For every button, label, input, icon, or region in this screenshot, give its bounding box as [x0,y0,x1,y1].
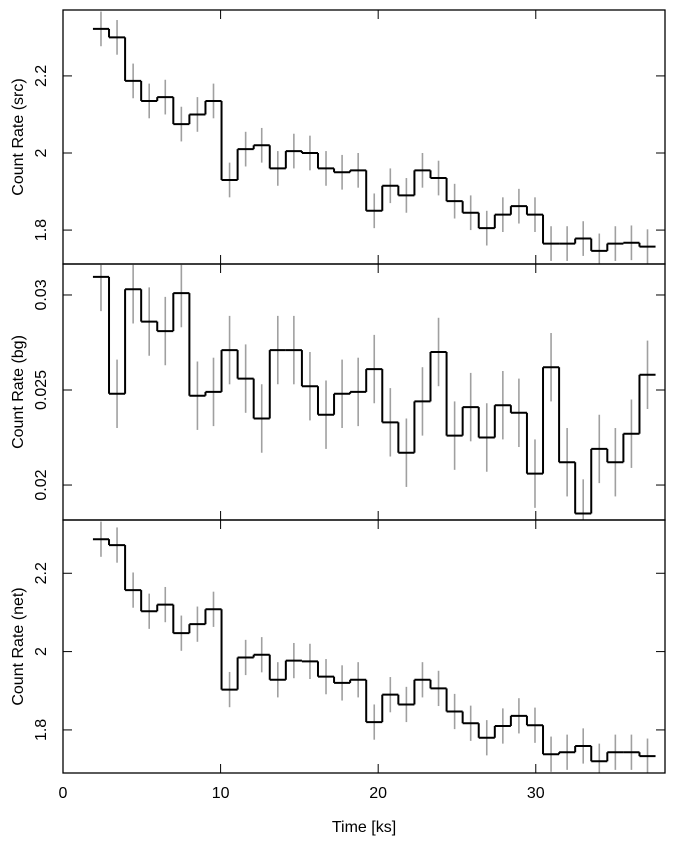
x-tick-label: 30 [527,785,545,802]
y-axis-label: Count Rate (src) [10,78,27,195]
panel-frame [62,519,666,774]
panel-frame [62,9,666,265]
x-tick-label: 10 [212,785,230,802]
y-tick-label: 1.8 [33,719,50,741]
y-tick-label: 0.025 [33,370,50,410]
y-axis-label: Count Rate (bg) [10,335,27,449]
x-axis-label: Time [ks] [332,819,396,836]
y-tick-label: 0.02 [33,469,50,500]
y-tick-label: 2 [33,148,50,157]
x-tick-label: 0 [59,785,68,802]
x-tick-label: 20 [369,785,387,802]
y-tick-label: 2.2 [33,562,50,584]
y-tick-label: 0.03 [33,279,50,310]
y-tick-label: 2 [33,647,50,656]
y-tick-label: 2.2 [33,65,50,87]
y-axis-label: Count Rate (net) [10,587,27,705]
y-tick-label: 1.8 [33,219,50,241]
